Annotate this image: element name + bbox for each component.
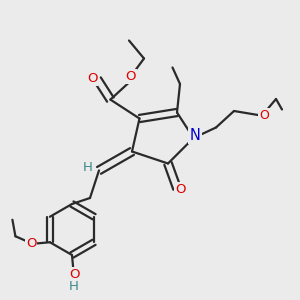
Text: O: O bbox=[26, 237, 36, 250]
Text: O: O bbox=[259, 109, 269, 122]
Text: O: O bbox=[87, 71, 97, 85]
Text: O: O bbox=[69, 268, 79, 281]
Text: O: O bbox=[175, 183, 185, 196]
Text: O: O bbox=[125, 70, 136, 83]
Text: H: H bbox=[83, 161, 92, 174]
Text: H: H bbox=[69, 280, 79, 293]
Text: N: N bbox=[190, 128, 200, 143]
